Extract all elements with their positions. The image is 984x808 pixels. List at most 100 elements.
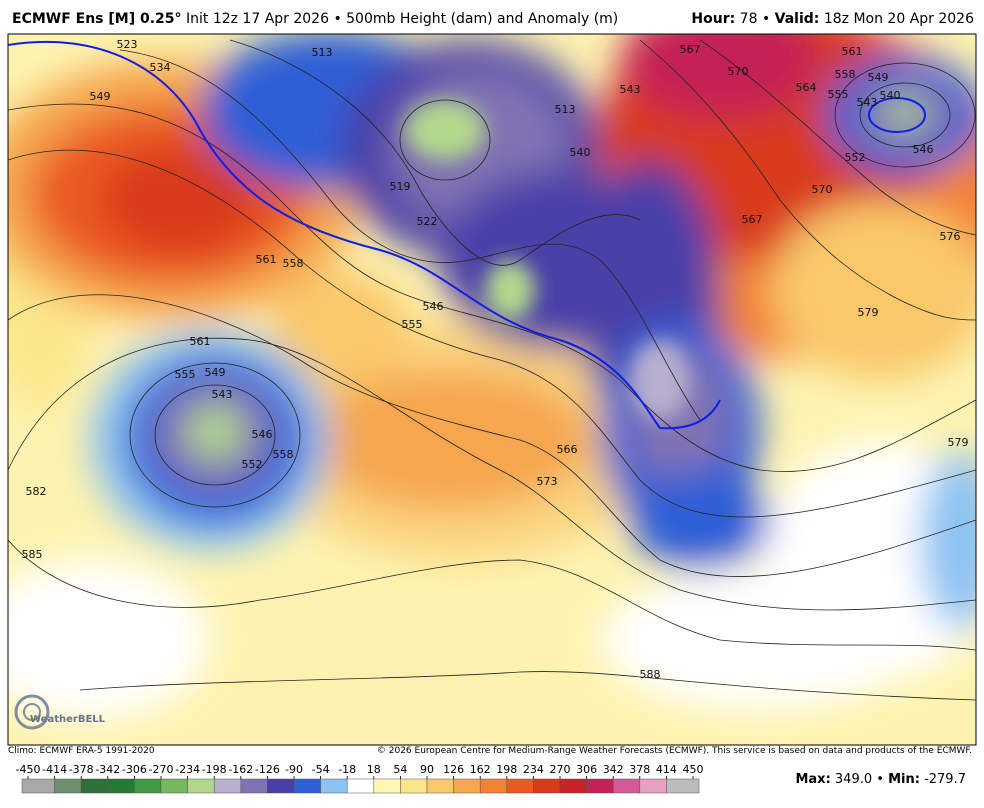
contour-label: 579 <box>948 436 969 449</box>
contour-label: 561 <box>256 253 277 266</box>
colorbar-tick-label: -126 <box>255 763 280 776</box>
colorbar-tick-label: -342 <box>95 763 120 776</box>
colorbar-segment <box>293 778 321 794</box>
valid-label: Valid: <box>774 11 820 27</box>
colorbar-tick-label: 342 <box>603 763 624 776</box>
model: ECMWF Ens [M] 0.25° <box>12 11 182 27</box>
contour-label: 558 <box>283 257 304 270</box>
contour-label: 549 <box>90 90 111 103</box>
colorbar-tick-label: -450 <box>16 763 41 776</box>
contour-label: 549 <box>868 71 889 84</box>
contour-label: 540 <box>880 89 901 102</box>
colorbar-segment <box>373 778 401 794</box>
description: Init 12z 17 Apr 2026 • 500mb Height (dam… <box>185 11 619 27</box>
contour-label: 588 <box>640 668 661 681</box>
header-left: ECMWF Ens [M] 0.25° Init 12z 17 Apr 2026… <box>12 11 618 27</box>
colorbar-tick-label: 90 <box>420 763 434 776</box>
colorbar-tick-label: -378 <box>69 763 94 776</box>
colorbar-tick-label: 18 <box>367 763 381 776</box>
contour-label: 519 <box>390 180 411 193</box>
colorbar-segment <box>479 778 508 794</box>
max: 349.0 <box>834 772 873 787</box>
colorbar-tick-label: -414 <box>42 763 67 776</box>
colorbar-tick-label: -162 <box>228 763 253 776</box>
contour-label: 561 <box>190 335 211 348</box>
colorbar-segment <box>107 778 135 794</box>
colorbar-tick-label: -54 <box>312 763 330 776</box>
contour-label: 558 <box>835 68 856 81</box>
contour-label: 513 <box>555 103 576 116</box>
colorbar-tick-label: 378 <box>629 763 650 776</box>
logo: WeatherBELL <box>14 694 106 730</box>
colorbar-tick-label: -90 <box>285 763 303 776</box>
stats-separator: • <box>876 772 884 787</box>
contours <box>8 39 976 701</box>
contour-label: 534 <box>150 61 171 74</box>
contour-label: 543 <box>212 388 233 401</box>
contour-label: 543 <box>620 83 641 96</box>
hour-label: Hour: <box>691 11 736 27</box>
contour-label: 582 <box>26 485 47 498</box>
colorbar-segment <box>400 778 428 794</box>
contour-label: 523 <box>117 38 138 51</box>
contour-label: 546 <box>252 428 273 441</box>
valid: 18z Mon 20 Apr 2026 <box>823 11 974 27</box>
header-right: Hour: 78 • Valid: 18z Mon 20 Apr 2026 <box>691 11 974 27</box>
colorbar: -450 -414 -378 -342 -306 -270 -234 -198 -162 -126… <box>16 763 704 794</box>
contour-label: 570 <box>728 65 749 78</box>
contour-label: 513 <box>312 46 333 59</box>
colorbar-tick-label: -306 <box>122 763 147 776</box>
colorbar-segment <box>346 778 375 794</box>
contour-540 <box>8 40 721 430</box>
colorbar-tick-label: 198 <box>496 763 517 776</box>
contour-label: 573 <box>537 475 558 488</box>
stats: Max: 349.0 • Min: -279.7 <box>795 772 966 787</box>
colorbar-segment <box>213 778 242 794</box>
colorbar-tick-label: -198 <box>202 763 227 776</box>
logo-text: WeatherBELL <box>30 714 106 725</box>
contour-label: 546 <box>913 143 934 156</box>
contour-540-low <box>868 97 926 133</box>
hour: 78 <box>739 11 758 27</box>
colorbar-segment <box>54 778 82 794</box>
colorbar-tick-label: 126 <box>443 763 464 776</box>
colorbar-segment <box>559 778 587 794</box>
separator: • <box>761 11 771 27</box>
colorbar-segment <box>187 778 215 794</box>
colorbar-segment <box>160 778 188 794</box>
colorbar-segment <box>533 778 561 794</box>
contour-label: 555 <box>175 368 196 381</box>
contour-label: 546 <box>423 300 444 313</box>
contour-label: 570 <box>812 183 833 196</box>
contour-label: 555 <box>828 88 849 101</box>
colorbar-tick-label: 306 <box>576 763 597 776</box>
contour-label: 567 <box>680 43 701 56</box>
colorbar-segment <box>453 778 481 794</box>
contour-label: 558 <box>273 448 294 461</box>
min: -279.7 <box>924 772 966 787</box>
contour-label: 579 <box>858 306 879 319</box>
min-label: Min: <box>888 772 920 787</box>
contour-label: 566 <box>557 443 578 456</box>
contour-label: 564 <box>796 81 817 94</box>
colorbar-tick-label: 234 <box>523 763 544 776</box>
contour-label: 585 <box>22 548 43 561</box>
contour-label: 522 <box>417 215 438 228</box>
colorbar-segment <box>666 778 700 794</box>
contour-label: 567 <box>742 213 763 226</box>
colorbar-segment <box>240 778 268 794</box>
contour-label: 561 <box>842 45 863 58</box>
colorbar-tick-label: 162 <box>470 763 491 776</box>
colorbar-segment <box>267 778 295 794</box>
colorbar-segment <box>426 778 454 794</box>
contour-label: 555 <box>402 318 423 331</box>
colorbar-tick-label: -270 <box>149 763 174 776</box>
colorbar-tick-label: 54 <box>393 763 407 776</box>
colorbar-tick-label: -234 <box>175 763 200 776</box>
contour-label: 576 <box>940 230 961 243</box>
colorbar-segment <box>586 778 614 794</box>
climo: Climo: ECMWF ERA-5 1991-2020 <box>8 746 155 756</box>
